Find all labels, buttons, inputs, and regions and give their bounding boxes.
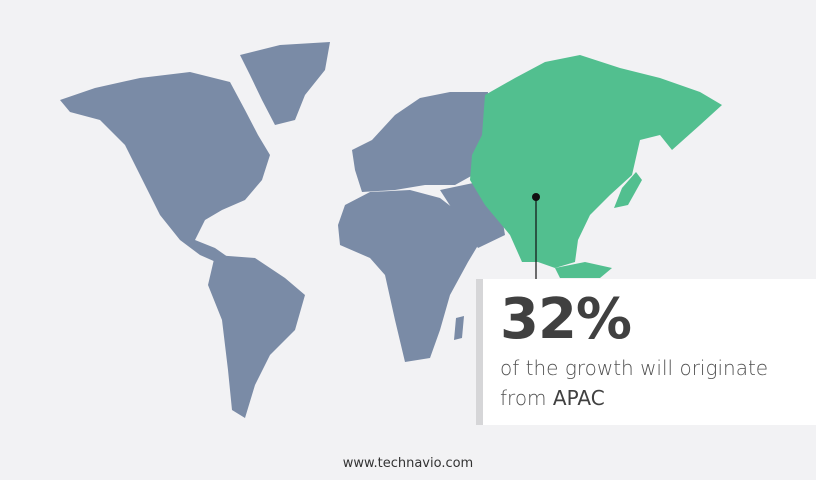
north-america — [60, 72, 270, 266]
callout-region: APAC — [552, 386, 605, 410]
apac-japan — [614, 172, 642, 208]
callout-prefix: from — [500, 386, 547, 410]
callout-text: of the growth will originate — [500, 356, 769, 380]
callout-card: 32% of the growth will originate from AP… — [483, 279, 816, 425]
africa — [338, 190, 480, 362]
apac-region — [470, 55, 722, 268]
europe — [352, 92, 488, 192]
growth-percentage: 32% — [500, 287, 632, 352]
south-america — [208, 255, 305, 418]
apac-indonesia — [555, 262, 612, 278]
callout-description: of the growth will originate from APAC — [500, 353, 768, 413]
callout-dot — [532, 193, 540, 201]
footer-url: www.technavio.com — [342, 456, 474, 471]
madagascar — [454, 316, 464, 340]
greenland — [240, 42, 330, 125]
